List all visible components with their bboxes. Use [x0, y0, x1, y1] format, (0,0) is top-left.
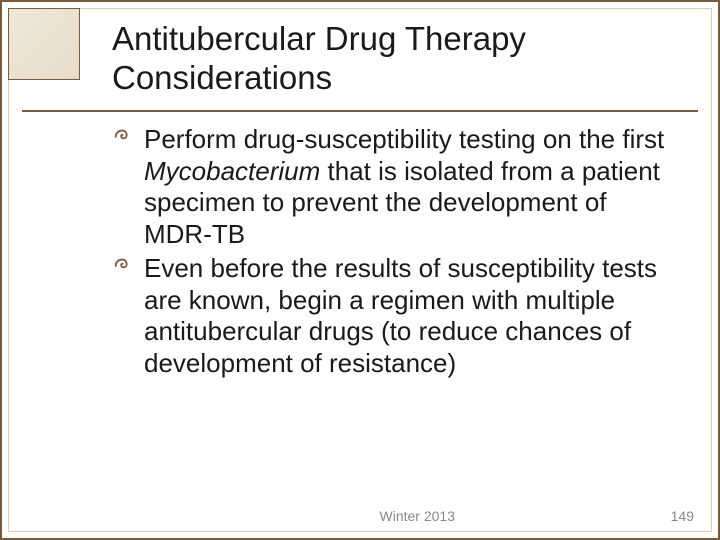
footer-page-number: 149	[671, 508, 694, 524]
bullet-lead: Perform	[144, 124, 236, 154]
bullet-item: Perform drug-susceptibility testing on t…	[112, 124, 678, 251]
slide-title: Antitubercular Drug Therapy Consideratio…	[112, 20, 688, 98]
bullet-text: drug-susceptibility testing on the first	[236, 124, 664, 154]
bullet-text: before the results of susceptibility tes…	[144, 253, 657, 378]
bullet-lead: Even	[144, 253, 203, 283]
title-rule	[22, 110, 698, 112]
bullet-glyph-icon	[112, 126, 134, 153]
corner-decoration	[8, 8, 80, 80]
bullet-item: Even before the results of susceptibilit…	[112, 253, 678, 380]
footer-date: Winter 2013	[380, 508, 455, 524]
slide-frame: Antitubercular Drug Therapy Consideratio…	[0, 0, 720, 540]
bullet-glyph-icon	[112, 255, 134, 282]
bullet-emphasis: Mycobacterium	[144, 156, 320, 186]
slide-body: Perform drug-susceptibility testing on t…	[112, 124, 678, 382]
